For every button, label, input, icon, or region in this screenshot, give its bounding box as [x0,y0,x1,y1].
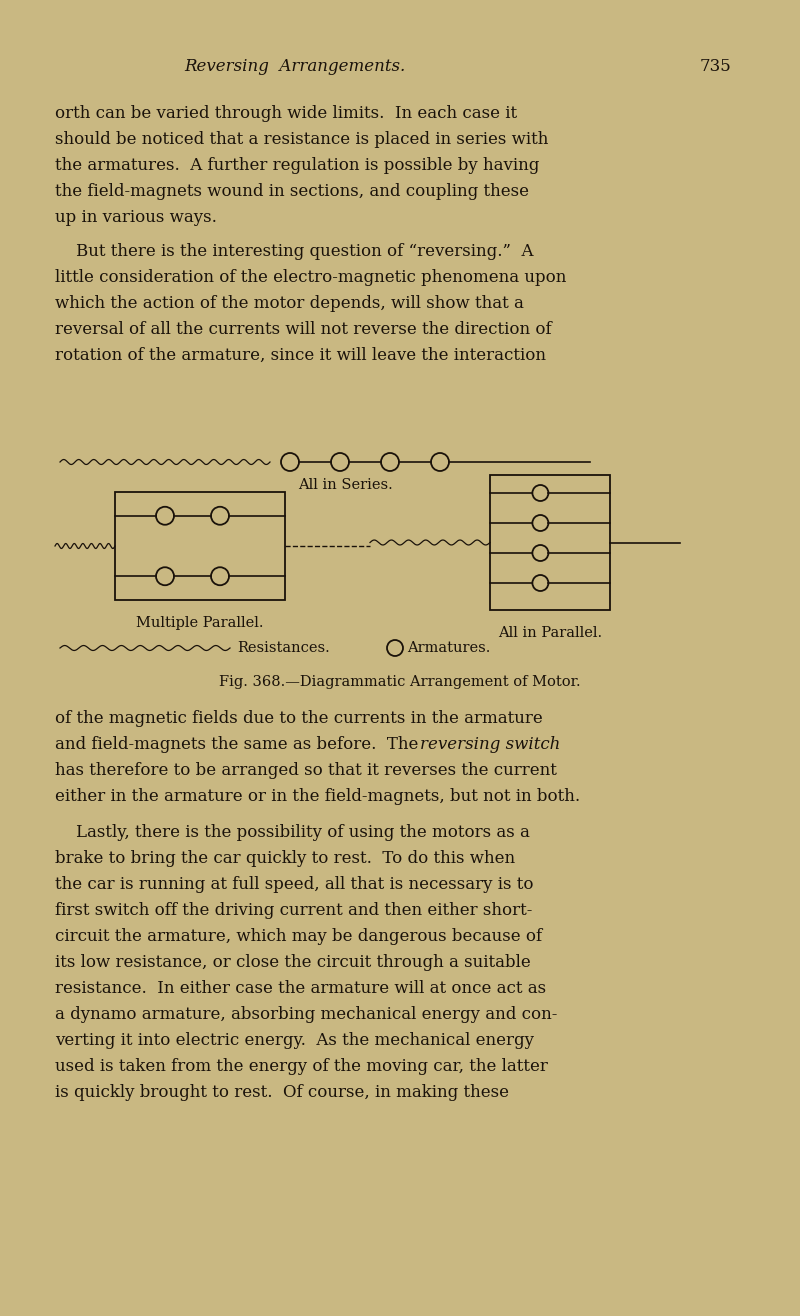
Text: Reversing  Arrangements.: Reversing Arrangements. [184,58,406,75]
Text: first switch off the driving current and then either short-: first switch off the driving current and… [55,901,532,919]
Text: brake to bring the car quickly to rest.  To do this when: brake to bring the car quickly to rest. … [55,850,515,867]
Text: circuit the armature, which may be dangerous because of: circuit the armature, which may be dange… [55,928,542,945]
Text: the field-magnets wound in sections, and coupling these: the field-magnets wound in sections, and… [55,183,529,200]
Text: reversing switch: reversing switch [420,736,560,753]
Bar [490,475,610,611]
Text: of the magnetic fields due to the currents in the armature: of the magnetic fields due to the curren… [55,711,542,726]
Text: has therefore to be arranged so that it reverses the current: has therefore to be arranged so that it … [55,762,557,779]
Text: reversal of all the currents will not reverse the direction of: reversal of all the currents will not re… [55,321,552,338]
Bar [115,492,285,600]
Text: which the action of the motor depends, will show that a: which the action of the motor depends, w… [55,295,524,312]
Text: up in various ways.: up in various ways. [55,209,217,226]
Text: either in the armature or in the field-magnets, but not in both.: either in the armature or in the field-m… [55,788,580,805]
Text: But there is the interesting question of “reversing.”  A: But there is the interesting question of… [55,243,534,261]
Text: is quickly brought to rest.  Of course, in making these: is quickly brought to rest. Of course, i… [55,1084,509,1101]
Text: All in Parallel.: All in Parallel. [498,626,602,640]
Text: a dynamo armature, absorbing mechanical energy and con-: a dynamo armature, absorbing mechanical … [55,1005,558,1023]
Text: used is taken from the energy of the moving car, the latter: used is taken from the energy of the mov… [55,1058,548,1075]
Text: should be noticed that a resistance is placed in series with: should be noticed that a resistance is p… [55,132,548,147]
Text: its low resistance, or close the circuit through a suitable: its low resistance, or close the circuit… [55,954,530,971]
Text: Armatures.: Armatures. [407,641,490,655]
Text: the car is running at full speed, all that is necessary is to: the car is running at full speed, all th… [55,876,534,894]
Text: little consideration of the electro-magnetic phenomena upon: little consideration of the electro-magn… [55,268,566,286]
Text: 735: 735 [700,58,732,75]
Text: resistance.  In either case the armature will at once act as: resistance. In either case the armature … [55,980,546,998]
Text: Resistances.: Resistances. [237,641,330,655]
Text: Multiple Parallel.: Multiple Parallel. [136,616,264,630]
Text: Lastly, there is the possibility of using the motors as a: Lastly, there is the possibility of usin… [55,824,530,841]
Text: verting it into electric energy.  As the mechanical energy: verting it into electric energy. As the … [55,1032,534,1049]
Text: Fig. 368.—Diagrammatic Arrangement of Motor.: Fig. 368.—Diagrammatic Arrangement of Mo… [219,675,581,690]
Text: All in Series.: All in Series. [298,478,392,492]
Text: rotation of the armature, since it will leave the interaction: rotation of the armature, since it will … [55,347,546,365]
Text: the armatures.  A further regulation is possible by having: the armatures. A further regulation is p… [55,157,539,174]
Text: and field-magnets the same as before.  The: and field-magnets the same as before. Th… [55,736,424,753]
Text: orth can be varied through wide limits.  In each case it: orth can be varied through wide limits. … [55,105,517,122]
